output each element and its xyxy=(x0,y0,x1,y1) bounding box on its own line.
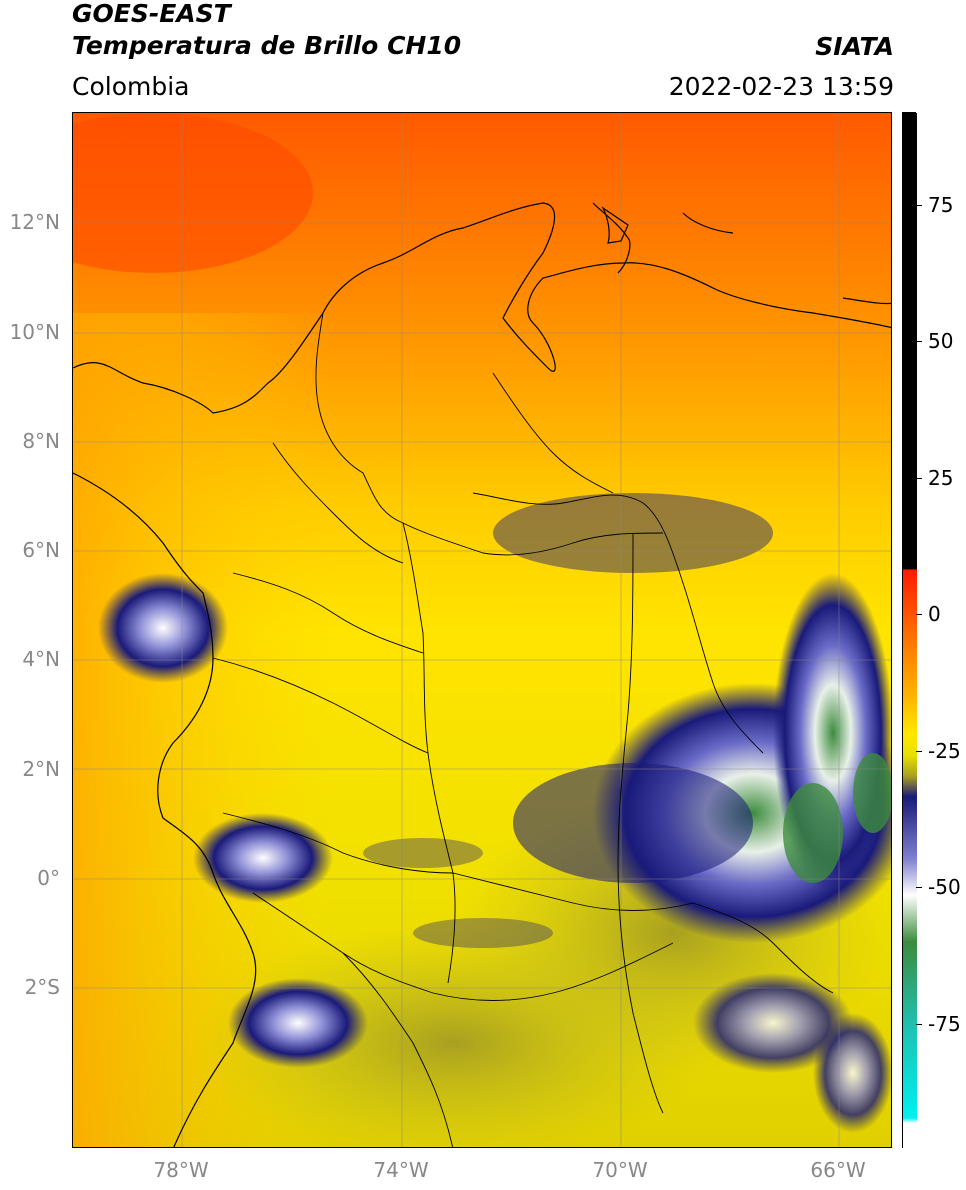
storm-streak xyxy=(413,918,553,948)
lon-label: 74°W xyxy=(373,1158,429,1182)
caribbean-warm-zone xyxy=(73,113,313,273)
colorbar-tick xyxy=(916,887,922,888)
lon-label: 70°W xyxy=(592,1158,648,1182)
lon-label: 78°W xyxy=(153,1158,209,1182)
map-panel xyxy=(72,112,892,1148)
lat-label: 0° xyxy=(37,866,60,890)
colorbar-tick-label: 0 xyxy=(928,602,941,626)
storm-far-southeast xyxy=(813,1013,891,1133)
storm-anvil xyxy=(513,763,753,883)
lon-label: 66°W xyxy=(810,1158,866,1182)
coastlines xyxy=(73,202,891,1147)
lat-label: 6°N xyxy=(22,538,60,562)
colorbar-tick-label: -25 xyxy=(928,739,961,763)
colorbar-tick xyxy=(916,751,922,752)
title-line-2: Temperatura de Brillo CH10 xyxy=(72,31,462,60)
colorbar-tick xyxy=(916,478,922,479)
colorbar-tick xyxy=(916,1024,922,1025)
brand-label: SIATA xyxy=(815,32,894,61)
storm-pacific xyxy=(98,573,228,683)
lat-label: 8°N xyxy=(22,429,60,453)
lat-label: 10°N xyxy=(9,320,60,344)
colorbar-tick xyxy=(916,614,922,615)
colorbar-tick-label: 50 xyxy=(928,329,954,353)
colorbar-gradient xyxy=(903,113,917,1149)
admin-borders xyxy=(212,312,834,1147)
storm-streak xyxy=(363,838,483,868)
colorbar-tick xyxy=(916,205,922,206)
cold-core xyxy=(783,783,843,883)
region-label: Colombia xyxy=(72,72,190,101)
lat-label: 4°N xyxy=(22,647,60,671)
colorbar-tick-label: -50 xyxy=(928,875,961,899)
colorbar-tick-label: -75 xyxy=(928,1012,961,1036)
lat-label: 2°S xyxy=(24,975,60,999)
storm-southeast xyxy=(693,973,853,1073)
storm-south xyxy=(228,978,368,1068)
lat-label: 2°N xyxy=(22,757,60,781)
datetime-label: 2022-02-23 13:59 xyxy=(668,72,894,101)
colorbar-tick-label: 75 xyxy=(928,193,954,217)
title-line-1: GOES-EAST xyxy=(72,0,231,28)
colorbar-tick xyxy=(916,341,922,342)
cold-core xyxy=(853,753,891,833)
colorbar xyxy=(902,112,917,1149)
graticule xyxy=(73,113,891,1147)
lat-label: 12°N xyxy=(9,210,60,234)
satellite-map xyxy=(73,113,891,1147)
storm-southwest xyxy=(193,813,333,903)
colorbar-tick-label: 25 xyxy=(928,466,954,490)
